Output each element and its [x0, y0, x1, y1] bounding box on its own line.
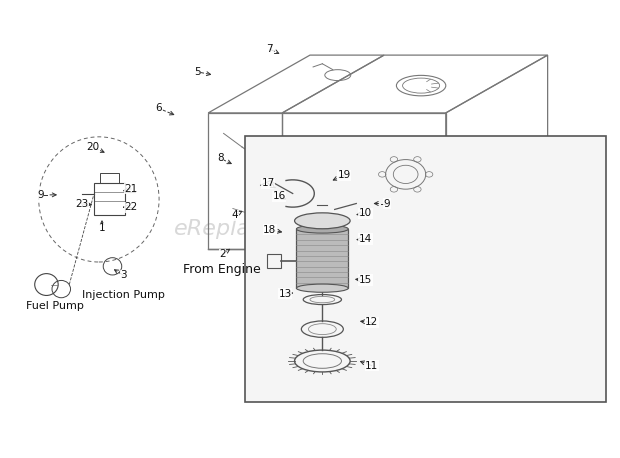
Text: 1: 1 [99, 223, 105, 233]
Text: 22: 22 [125, 202, 138, 212]
Ellipse shape [296, 225, 348, 233]
Text: Injection Pump: Injection Pump [82, 290, 164, 300]
Text: 19: 19 [337, 170, 350, 180]
Text: 3: 3 [120, 270, 127, 280]
Text: eReplacementParts.com: eReplacementParts.com [174, 219, 446, 239]
Text: 21: 21 [125, 184, 138, 194]
Text: 10: 10 [359, 208, 372, 218]
Text: 8: 8 [217, 153, 224, 164]
Bar [94, 184, 125, 215]
Bar [100, 174, 119, 184]
Bar [267, 254, 281, 268]
Text: 15: 15 [359, 275, 372, 285]
Bar [245, 136, 606, 402]
Text: 14: 14 [359, 234, 372, 244]
Ellipse shape [294, 213, 350, 229]
Text: 20: 20 [86, 142, 99, 152]
Text: 13: 13 [278, 289, 292, 299]
Text: 12: 12 [365, 317, 378, 327]
Text: 11: 11 [365, 360, 378, 371]
Text: 18: 18 [264, 225, 277, 235]
Text: 17: 17 [262, 179, 275, 189]
Text: 23: 23 [75, 199, 88, 209]
Text: Fuel Pump: Fuel Pump [26, 301, 84, 311]
Text: 9: 9 [37, 190, 43, 200]
Text: 16: 16 [273, 191, 286, 201]
Text: 7: 7 [267, 44, 273, 54]
Text: 4: 4 [231, 210, 238, 220]
Ellipse shape [296, 284, 348, 292]
Text: 2: 2 [219, 249, 226, 259]
Text: 9: 9 [384, 198, 391, 208]
Text: From Engine: From Engine [184, 263, 261, 277]
Bar [296, 229, 348, 288]
Text: 5: 5 [194, 67, 201, 77]
Text: 6: 6 [156, 104, 162, 114]
